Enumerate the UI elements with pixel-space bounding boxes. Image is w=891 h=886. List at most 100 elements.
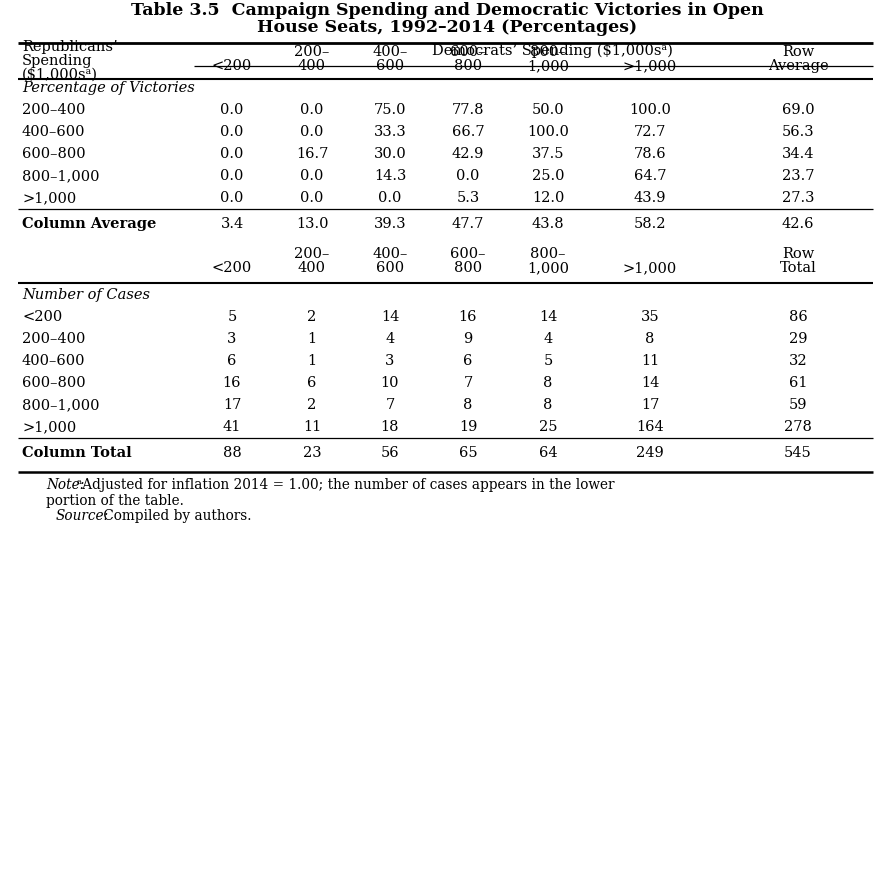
Text: 58.2: 58.2 xyxy=(634,217,666,230)
Text: 77.8: 77.8 xyxy=(452,103,484,117)
Text: 64.7: 64.7 xyxy=(634,169,666,183)
Text: 600–: 600– xyxy=(450,45,486,59)
Text: >1,000: >1,000 xyxy=(623,260,677,275)
Text: 41: 41 xyxy=(223,420,241,433)
Text: 600: 600 xyxy=(376,260,404,275)
Text: 37.5: 37.5 xyxy=(532,147,564,161)
Text: 43.9: 43.9 xyxy=(634,190,666,205)
Text: Source:: Source: xyxy=(56,509,110,523)
Text: 30.0: 30.0 xyxy=(373,147,406,161)
Text: 72.7: 72.7 xyxy=(634,125,666,139)
Text: 800–: 800– xyxy=(530,45,566,59)
Text: 78.6: 78.6 xyxy=(634,147,666,161)
Text: 200–400: 200–400 xyxy=(22,103,86,117)
Text: Democrats’ Spending ($1,000sᵃ): Democrats’ Spending ($1,000sᵃ) xyxy=(432,43,673,58)
Text: 0.0: 0.0 xyxy=(220,190,243,205)
Text: 0.0: 0.0 xyxy=(456,169,479,183)
Text: 0.0: 0.0 xyxy=(300,190,323,205)
Text: 600–800: 600–800 xyxy=(22,147,86,161)
Text: 61: 61 xyxy=(789,376,807,390)
Text: 34.4: 34.4 xyxy=(781,147,814,161)
Text: 69.0: 69.0 xyxy=(781,103,814,117)
Text: 2: 2 xyxy=(307,309,316,323)
Text: Table 3.5  Campaign Spending and Democratic Victories in Open: Table 3.5 Campaign Spending and Democrat… xyxy=(131,2,764,19)
Text: <200: <200 xyxy=(22,309,62,323)
Text: 400: 400 xyxy=(298,260,326,275)
Text: 9: 9 xyxy=(463,331,472,346)
Text: portion of the table.: portion of the table. xyxy=(46,494,184,508)
Text: 11: 11 xyxy=(641,354,659,368)
Text: 18: 18 xyxy=(380,420,399,433)
Text: 5: 5 xyxy=(544,354,552,368)
Text: Republicans’: Republicans’ xyxy=(22,40,118,54)
Text: 1,000: 1,000 xyxy=(527,59,569,73)
Text: 39.3: 39.3 xyxy=(373,217,406,230)
Text: 2: 2 xyxy=(307,398,316,411)
Text: Spending: Spending xyxy=(22,54,93,68)
Text: 75.0: 75.0 xyxy=(373,103,406,117)
Text: 800–: 800– xyxy=(530,246,566,260)
Text: 19: 19 xyxy=(459,420,478,433)
Text: 400–600: 400–600 xyxy=(22,125,86,139)
Text: 1: 1 xyxy=(307,354,316,368)
Text: 5: 5 xyxy=(227,309,237,323)
Text: 1: 1 xyxy=(307,331,316,346)
Text: 86: 86 xyxy=(789,309,807,323)
Text: 7: 7 xyxy=(463,376,472,390)
Text: 400: 400 xyxy=(298,59,326,73)
Text: 43.8: 43.8 xyxy=(532,217,564,230)
Text: 8: 8 xyxy=(544,376,552,390)
Text: 42.6: 42.6 xyxy=(781,217,814,230)
Text: 4: 4 xyxy=(544,331,552,346)
Text: 16.7: 16.7 xyxy=(296,147,328,161)
Text: Column Total: Column Total xyxy=(22,446,132,460)
Text: 0.0: 0.0 xyxy=(300,169,323,183)
Text: Total: Total xyxy=(780,260,816,275)
Text: Note:: Note: xyxy=(46,478,89,492)
Text: 35: 35 xyxy=(641,309,659,323)
Text: 25: 25 xyxy=(539,420,557,433)
Text: 400–: 400– xyxy=(372,45,408,59)
Text: 4: 4 xyxy=(386,331,395,346)
Text: Number of Cases: Number of Cases xyxy=(22,288,150,301)
Text: 800: 800 xyxy=(454,59,482,73)
Text: 200–: 200– xyxy=(294,246,330,260)
Text: 0.0: 0.0 xyxy=(379,190,402,205)
Text: 66.7: 66.7 xyxy=(452,125,485,139)
Text: Row: Row xyxy=(782,45,814,59)
Text: 800–1,000: 800–1,000 xyxy=(22,398,100,411)
Text: 3: 3 xyxy=(227,331,237,346)
Text: 64: 64 xyxy=(539,446,557,460)
Text: 16: 16 xyxy=(459,309,478,323)
Text: 800–1,000: 800–1,000 xyxy=(22,169,100,183)
Text: 11: 11 xyxy=(303,420,321,433)
Text: 17: 17 xyxy=(223,398,241,411)
Text: <200: <200 xyxy=(212,59,252,73)
Text: 100.0: 100.0 xyxy=(527,125,569,139)
Text: 400–600: 400–600 xyxy=(22,354,86,368)
Text: 23: 23 xyxy=(303,446,322,460)
Text: >1,000: >1,000 xyxy=(623,59,677,73)
Text: ᵃAdjusted for inflation 2014 = 1.00; the number of cases appears in the lower: ᵃAdjusted for inflation 2014 = 1.00; the… xyxy=(77,478,615,492)
Text: 6: 6 xyxy=(227,354,237,368)
Text: 545: 545 xyxy=(784,446,812,460)
Text: >1,000: >1,000 xyxy=(22,190,77,205)
Text: 59: 59 xyxy=(789,398,807,411)
Text: 6: 6 xyxy=(463,354,473,368)
Text: 3.4: 3.4 xyxy=(220,217,243,230)
Text: 400–: 400– xyxy=(372,246,408,260)
Text: 600: 600 xyxy=(376,59,404,73)
Text: 32: 32 xyxy=(789,354,807,368)
Text: 17: 17 xyxy=(641,398,659,411)
Text: 65: 65 xyxy=(459,446,478,460)
Text: 16: 16 xyxy=(223,376,241,390)
Text: 13.0: 13.0 xyxy=(296,217,328,230)
Text: 5.3: 5.3 xyxy=(456,190,479,205)
Text: 27.3: 27.3 xyxy=(781,190,814,205)
Text: 1,000: 1,000 xyxy=(527,260,569,275)
Text: 600–: 600– xyxy=(450,246,486,260)
Text: 56: 56 xyxy=(380,446,399,460)
Text: Row: Row xyxy=(782,246,814,260)
Text: >1,000: >1,000 xyxy=(22,420,77,433)
Text: Average: Average xyxy=(768,59,829,73)
